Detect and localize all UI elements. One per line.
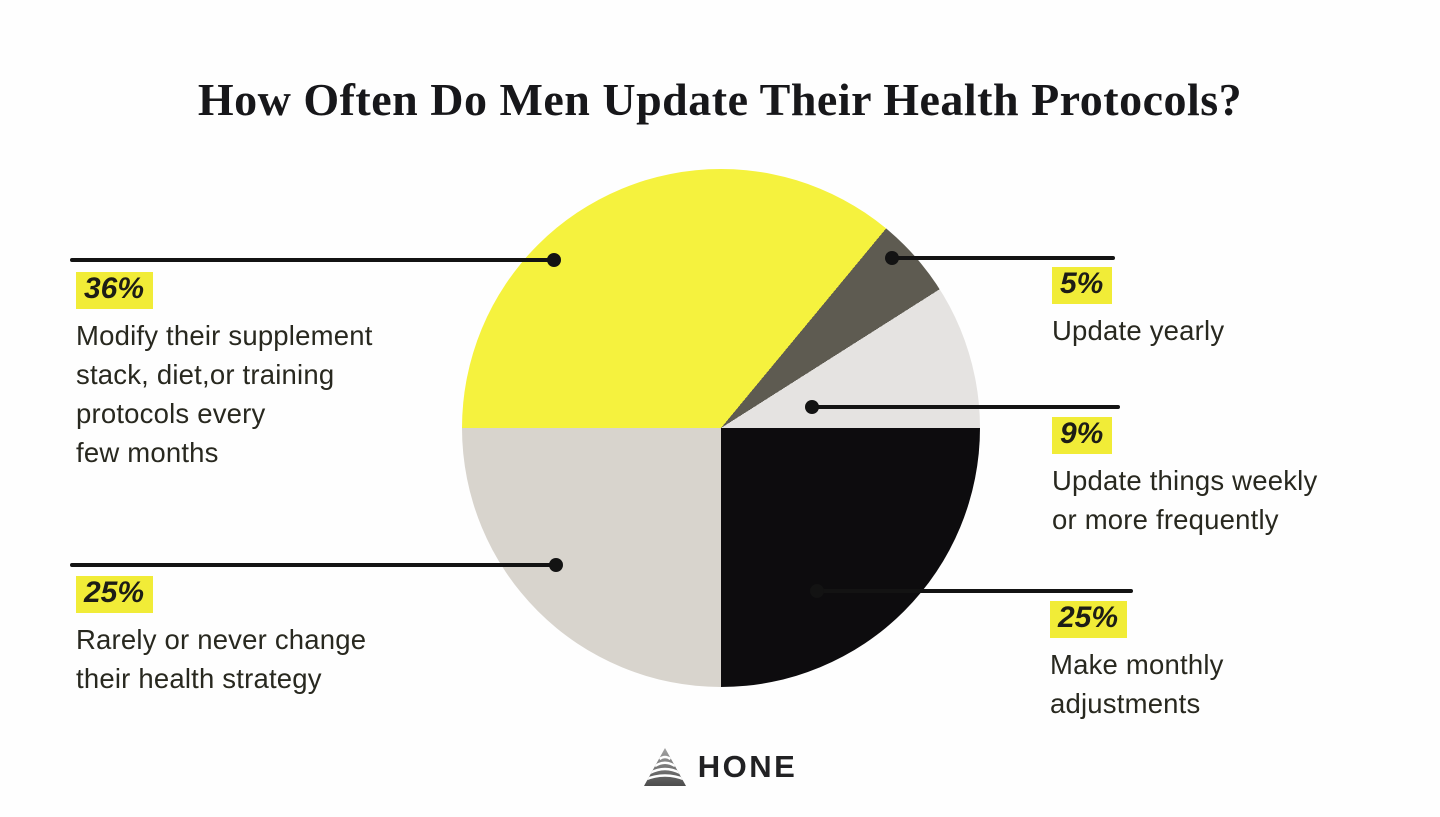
percent-badge-modify: 36% bbox=[76, 272, 154, 309]
hone-triangle-logo-icon bbox=[643, 747, 687, 787]
percent-badge-yearly: 5% bbox=[1052, 267, 1113, 304]
callout-dot-modify bbox=[547, 253, 561, 267]
callout-dot-monthly bbox=[810, 584, 824, 598]
percent-badge-weekly: 9% bbox=[1052, 417, 1113, 454]
callout-dot-yearly bbox=[885, 251, 899, 265]
brand-name: HONE bbox=[697, 749, 798, 784]
callout-line-modify bbox=[70, 253, 561, 267]
callout-text-rarely: Rarely or never change their health stra… bbox=[76, 623, 367, 694]
callout-text-yearly: Update yearly bbox=[1052, 314, 1225, 346]
callout-line-yearly bbox=[885, 251, 1115, 265]
callout-dot-weekly bbox=[805, 400, 819, 414]
pie-chart bbox=[462, 169, 980, 687]
callout-line-rarely bbox=[70, 558, 563, 572]
callout-text-monthly: Make monthly adjustments bbox=[1050, 648, 1224, 719]
callout-weekly: 9% Update things weekly or more frequent… bbox=[1052, 417, 1317, 539]
callout-modify: 36% Modify their supplement stack, diet,… bbox=[76, 272, 373, 472]
callout-monthly: 25% Make monthly adjustments bbox=[1050, 601, 1224, 723]
chart-title: How Often Do Men Update Their Health Pro… bbox=[197, 73, 1243, 125]
callout-yearly: 5% Update yearly bbox=[1052, 267, 1224, 350]
brand-footer: HONE bbox=[0, 747, 1440, 787]
callout-text-modify: Modify their supplement stack, diet,or t… bbox=[76, 319, 373, 468]
percent-badge-monthly: 25% bbox=[1050, 601, 1128, 638]
callout-text-weekly: Update things weekly or more frequently bbox=[1052, 464, 1318, 535]
callout-line-weekly bbox=[805, 400, 1120, 414]
callout-line-monthly bbox=[810, 584, 1133, 598]
percent-badge-rarely: 25% bbox=[76, 576, 154, 613]
callout-rarely: 25% Rarely or never change their health … bbox=[76, 576, 366, 698]
callout-dot-rarely bbox=[549, 558, 563, 572]
